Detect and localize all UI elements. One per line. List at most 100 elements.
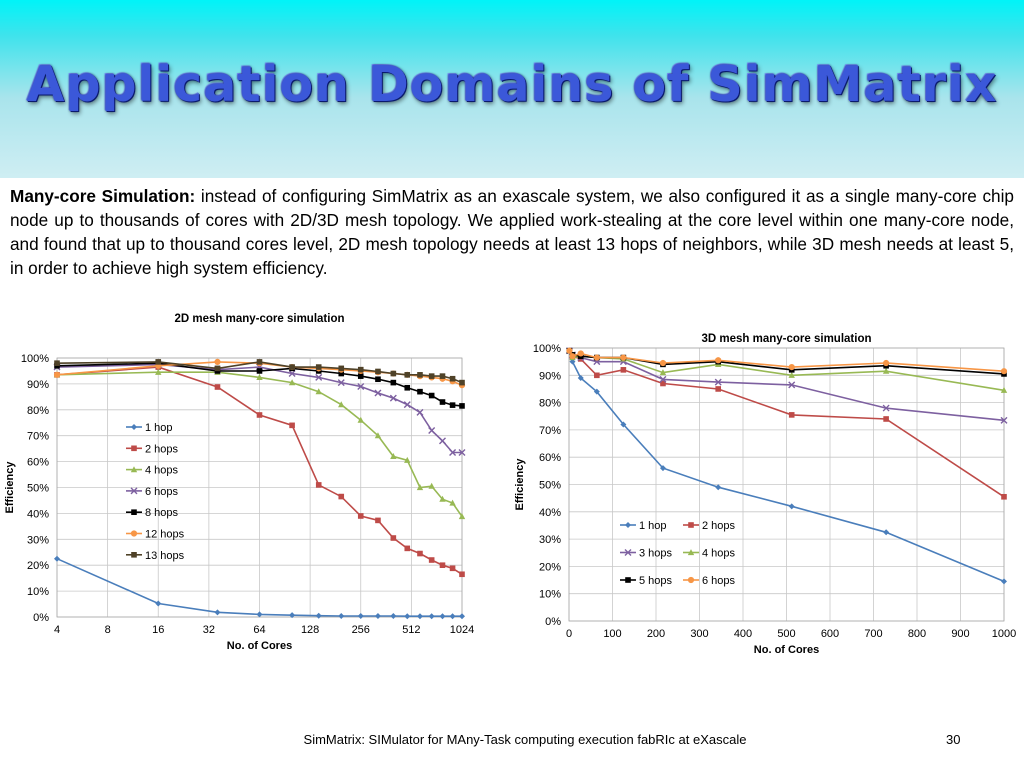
chart-2d-point-8-hops [404, 384, 411, 391]
page-number: 30 [946, 732, 961, 747]
chart-2d-point-1-hop [459, 613, 465, 620]
chart-2d-point-12-hops [214, 358, 221, 365]
chart-3d-point-1-hop [788, 503, 795, 510]
chart-3d-point-4-hops [882, 367, 890, 374]
chart-2d-ytick-label: 100% [21, 353, 49, 365]
chart-3d-ytick-label: 100% [533, 343, 561, 355]
chart-3d-point-3-hops [714, 378, 722, 386]
chart-3d-legend-item-3-hops: 3 hops [620, 548, 673, 560]
chart-3d-point-1-hop [715, 484, 722, 491]
chart-2d-legend-label-6-hops: 6 hops [145, 486, 179, 498]
chart-2d-legend-marker-6-hops [130, 487, 138, 495]
chart-3d-point-1-hop [577, 375, 584, 382]
chart-2d-point-6-hops [428, 427, 436, 435]
chart-3d-legend-label-6-hops: 6 hops [702, 575, 736, 587]
chart-2d-point-2-hops [315, 482, 322, 488]
chart-2d-ytick-label: 80% [27, 405, 49, 417]
chart-3d-xtick-label: 1000 [992, 628, 1016, 640]
chart-3d-point-6-hops [715, 357, 722, 364]
chart-2d-point-4-hops [449, 499, 456, 506]
chart-2d-point-2-hops [459, 571, 465, 578]
chart-2d-legend-label-1-hop: 1 hop [145, 422, 173, 434]
chart-3d-point-6-hops [577, 350, 584, 357]
chart-2d-ytick-label: 50% [27, 483, 49, 495]
chart-2d-point-13-hops [428, 373, 435, 379]
chart-2d-point-6-hops [315, 373, 323, 381]
chart-2d-point-13-hops [338, 365, 345, 372]
slide-header [0, 0, 1024, 178]
chart-2d-point-6-hops [389, 394, 397, 402]
chart-2d-point-13-hops [375, 368, 381, 375]
chart-2d-point-6-hops [288, 370, 296, 378]
chart-2d-legend-marker-12-hops [130, 530, 138, 537]
chart-3d-point-2-hops [715, 386, 722, 392]
footer-caption: SimMatrix: SIMulator for MAny-Task compu… [303, 732, 747, 747]
chart-3d-series-line-4-hops [568, 350, 1005, 392]
chart-3d-ytick-label: 50% [539, 480, 561, 492]
chart-2d-point-8-hops [256, 368, 263, 374]
chart-2d-series-13-hops [54, 359, 465, 386]
chart-2d-point-1-hop [439, 613, 446, 620]
chart-3d-point-6-hops [566, 347, 573, 354]
chart-3d-ylabel: Efficiency [514, 458, 526, 511]
chart-2d-point-4-hops [458, 513, 466, 520]
chart-2d-legend-label-13-hops: 13 hops [145, 550, 185, 562]
chart-2d-point-13-hops [214, 365, 221, 372]
chart-2d-point-4-hops [155, 368, 162, 375]
chart-2d-legend-marker-8-hops [131, 509, 137, 515]
chart-2d-title: 2D mesh many-core simulation [175, 313, 345, 325]
chart-3d-ytick-label: 10% [539, 589, 561, 601]
chart-2d-xtick-label: 64 [253, 624, 265, 636]
chart-2d-point-6-hops [449, 449, 457, 457]
chart-2d-legend-marker-4-hops [130, 466, 138, 473]
chart-3d-legend: 1 hop 2 hops 3 hops 4 hops 5 hops 6 hops [620, 520, 736, 587]
chart-3d-legend-label-3-hops: 3 hops [639, 548, 673, 560]
chart-2d-ytick-label: 10% [27, 586, 49, 598]
chart-2d-point-2-hops [289, 422, 295, 429]
chart-2d-legend-item-12-hops: 12 hops [126, 529, 185, 541]
chart-2d-point-4-hops [390, 453, 397, 460]
chart-2d-legend-label-4-hops: 4 hops [145, 465, 179, 477]
chart-2d-point-6-hops [374, 389, 382, 397]
chart-2d-point-1-hop [428, 613, 435, 620]
chart-3d-point-1-hop [620, 421, 627, 428]
chart-2d-xtick-label: 8 [105, 624, 111, 636]
chart-2d-point-1-hop [416, 613, 423, 620]
chart-2d-point-1-hop [214, 609, 221, 616]
chart-3d-legend-label-2-hops: 2 hops [702, 520, 736, 532]
chart-3d-legend-marker-3-hops [624, 549, 632, 556]
chart-3d-xtick-label: 800 [908, 628, 926, 640]
chart-2d-point-13-hops [357, 366, 364, 373]
slide-title: Application Domains of SimMatrix [26, 56, 998, 113]
chart-2d-mesh: 2D mesh many-core simulation 0% 10% 20% 30% 4… [0, 305, 500, 665]
chart-2d-point-2-hops [417, 550, 423, 557]
chart-2d-ytick-label: 30% [27, 534, 49, 546]
chart-2d-point-8-hops [428, 392, 435, 399]
chart-3d-point-6-hops [569, 353, 576, 360]
chart-2d-point-13-hops [449, 375, 456, 382]
chart-3d-point-1-hop [883, 529, 890, 536]
chart-2d-xtick-label: 512 [402, 624, 420, 636]
intro-text: instead of configuring SimMatrix as an e… [10, 186, 1014, 278]
chart-2d-point-6-hops [416, 408, 424, 416]
chart-2d-series-line-8-hops [56, 362, 463, 407]
chart-2d-point-2-hops [428, 557, 435, 563]
chart-2d-point-13-hops [390, 370, 397, 377]
chart-2d-point-1-hop [289, 612, 296, 619]
chart-3d-point-2-hops [620, 367, 627, 373]
chart-3d-mesh: 3D mesh many-core simulation 0% 10% 20% 30% 4… [510, 305, 1024, 665]
chart-2d-point-4-hops [338, 401, 345, 408]
chart-2d-point-1-hop [315, 612, 322, 619]
chart-3d-legend-item-6-hops: 6 hops [683, 575, 736, 587]
chart-2d-point-2-hops [449, 565, 456, 572]
chart-2d-point-4-hops [404, 456, 411, 463]
chart-2d-point-8-hops [417, 388, 423, 395]
chart-2d-xtick-label: 1024 [450, 624, 474, 636]
chart-2d-point-2-hops [357, 513, 364, 519]
chart-2d-ytick-label: 0% [33, 612, 49, 624]
chart-2d-legend-label-2-hops: 2 hops [145, 443, 179, 455]
chart-2d-legend-marker-1-hop [131, 424, 137, 430]
chart-2d-xtick-label: 4 [54, 624, 60, 636]
chart-3d-ytick-label: 90% [539, 370, 561, 382]
chart-2d-point-8-hops [338, 370, 345, 377]
